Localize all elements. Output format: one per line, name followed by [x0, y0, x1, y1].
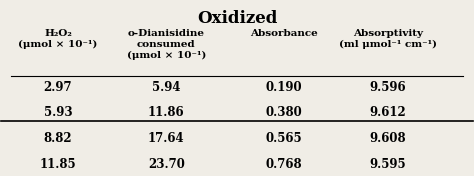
Text: 0.768: 0.768: [266, 158, 302, 171]
Text: 11.85: 11.85: [40, 158, 76, 171]
Text: o-Dianisidine
consumed
(μmol × 10⁻¹): o-Dianisidine consumed (μmol × 10⁻¹): [127, 29, 206, 60]
Text: 11.86: 11.86: [148, 106, 185, 120]
Text: 0.190: 0.190: [266, 80, 302, 93]
Text: 9.595: 9.595: [369, 158, 406, 171]
Text: 2.97: 2.97: [44, 80, 72, 93]
Text: H₂O₂
(μmol × 10⁻¹): H₂O₂ (μmol × 10⁻¹): [18, 29, 98, 49]
Text: 0.380: 0.380: [266, 106, 302, 120]
Text: 23.70: 23.70: [148, 158, 185, 171]
Text: Absorbance: Absorbance: [250, 29, 318, 38]
Text: 9.612: 9.612: [369, 106, 406, 120]
Text: 17.64: 17.64: [148, 132, 185, 145]
Text: 8.82: 8.82: [44, 132, 72, 145]
Text: 9.608: 9.608: [369, 132, 406, 145]
Text: 0.565: 0.565: [266, 132, 302, 145]
Text: Oxidized: Oxidized: [197, 10, 277, 27]
Text: 5.93: 5.93: [44, 106, 72, 120]
Text: 9.596: 9.596: [369, 80, 406, 93]
Text: Absorptivity
(ml μmol⁻¹ cm⁻¹): Absorptivity (ml μmol⁻¹ cm⁻¹): [339, 29, 437, 49]
Text: 5.94: 5.94: [152, 80, 181, 93]
